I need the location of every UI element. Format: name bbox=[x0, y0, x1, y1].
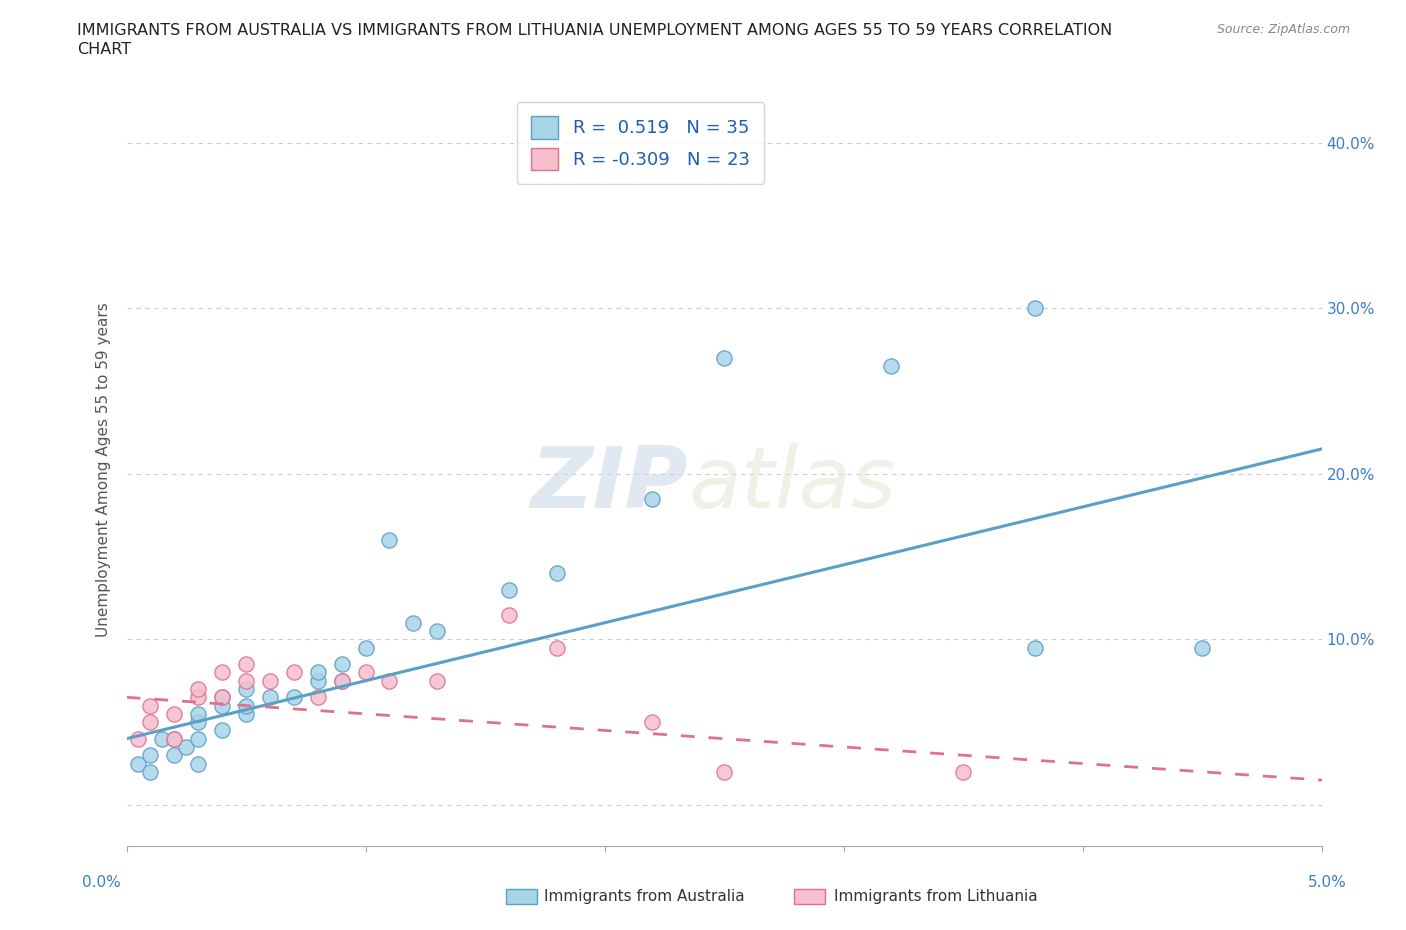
Text: ZIP: ZIP bbox=[530, 444, 688, 526]
Point bbox=[127, 756, 149, 771]
Text: CHART: CHART bbox=[77, 42, 131, 57]
Point bbox=[713, 764, 735, 779]
Point bbox=[163, 748, 186, 763]
Point bbox=[187, 707, 209, 722]
Point bbox=[1024, 300, 1046, 315]
Point bbox=[163, 731, 186, 746]
Point bbox=[152, 731, 174, 746]
Point bbox=[307, 690, 329, 705]
Point bbox=[426, 624, 449, 639]
Text: Source: ZipAtlas.com: Source: ZipAtlas.com bbox=[1216, 23, 1350, 36]
Point bbox=[127, 731, 149, 746]
Text: Immigrants from Australia: Immigrants from Australia bbox=[544, 889, 745, 904]
Point bbox=[330, 657, 353, 671]
Text: Immigrants from Lithuania: Immigrants from Lithuania bbox=[834, 889, 1038, 904]
Text: atlas: atlas bbox=[688, 444, 896, 526]
Text: 0.0%: 0.0% bbox=[82, 875, 121, 890]
Point bbox=[174, 739, 197, 754]
Point bbox=[378, 533, 401, 548]
Point bbox=[641, 714, 664, 729]
Point bbox=[283, 665, 305, 680]
Point bbox=[187, 690, 209, 705]
Point bbox=[235, 707, 257, 722]
Point bbox=[283, 690, 305, 705]
Text: 5.0%: 5.0% bbox=[1308, 875, 1347, 890]
Point bbox=[641, 491, 664, 506]
Point bbox=[187, 682, 209, 697]
Point bbox=[259, 690, 281, 705]
Point bbox=[498, 607, 520, 622]
Point bbox=[880, 359, 903, 374]
Y-axis label: Unemployment Among Ages 55 to 59 years: Unemployment Among Ages 55 to 59 years bbox=[96, 302, 111, 637]
Legend: R =  0.519   N = 35, R = -0.309   N = 23: R = 0.519 N = 35, R = -0.309 N = 23 bbox=[517, 102, 763, 184]
Point bbox=[211, 690, 233, 705]
Point bbox=[307, 673, 329, 688]
Point bbox=[211, 690, 233, 705]
Point bbox=[235, 673, 257, 688]
Point bbox=[402, 616, 425, 631]
Point bbox=[163, 731, 186, 746]
Text: IMMIGRANTS FROM AUSTRALIA VS IMMIGRANTS FROM LITHUANIA UNEMPLOYMENT AMONG AGES 5: IMMIGRANTS FROM AUSTRALIA VS IMMIGRANTS … bbox=[77, 23, 1112, 38]
Point bbox=[211, 723, 233, 737]
Point bbox=[378, 673, 401, 688]
Point bbox=[211, 665, 233, 680]
Point bbox=[139, 714, 162, 729]
Point bbox=[163, 707, 186, 722]
Point bbox=[1191, 640, 1213, 655]
Point bbox=[259, 673, 281, 688]
Point bbox=[713, 351, 735, 365]
Point bbox=[330, 673, 353, 688]
Point bbox=[952, 764, 974, 779]
Point bbox=[139, 698, 162, 713]
Point bbox=[139, 748, 162, 763]
Point bbox=[187, 731, 209, 746]
Point bbox=[139, 764, 162, 779]
Point bbox=[330, 673, 353, 688]
Point bbox=[354, 640, 377, 655]
Point bbox=[235, 657, 257, 671]
Point bbox=[426, 673, 449, 688]
Point bbox=[187, 756, 209, 771]
Point bbox=[211, 698, 233, 713]
Point bbox=[546, 565, 568, 580]
Point bbox=[354, 665, 377, 680]
Point bbox=[546, 640, 568, 655]
Point bbox=[235, 682, 257, 697]
Point bbox=[307, 665, 329, 680]
Point bbox=[1024, 640, 1046, 655]
Point bbox=[187, 714, 209, 729]
Point bbox=[235, 698, 257, 713]
Point bbox=[498, 582, 520, 597]
